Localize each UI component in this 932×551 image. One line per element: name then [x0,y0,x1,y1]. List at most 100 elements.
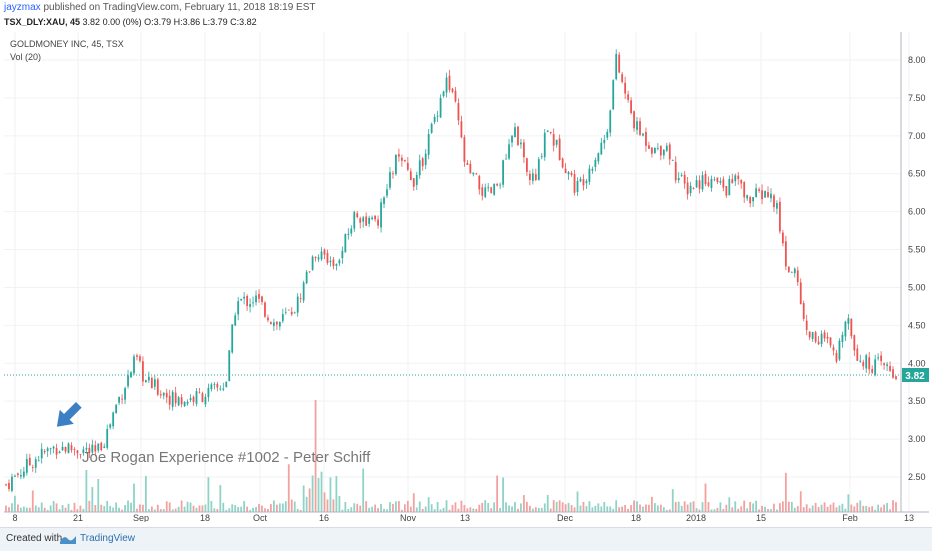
candle-body [287,309,290,311]
volume-bar [484,500,487,512]
candle-body [567,172,570,175]
volume-bar [258,504,260,512]
chart-area[interactable]: 8.00 7.50 7.00 6.50 6.00 5.50 5.00 4.50 4.00 3.50… [4,32,929,523]
candle-body [392,173,394,175]
candle-body [481,187,484,196]
volume-bar [653,503,656,512]
candle-body [671,160,674,161]
volume-bar [219,485,222,512]
volume-bar [460,500,463,512]
candle-body [329,260,332,263]
volume-bar [165,501,168,512]
candle-body [731,179,734,184]
volume-bar [409,506,412,512]
candle-body [121,398,123,400]
candle-body [34,459,37,468]
candle-body [424,153,427,165]
candle-body [793,268,796,274]
candle-body [73,449,76,450]
volume-bar [609,506,612,512]
candle-body [859,360,862,362]
legend-vol: Vol (20) [10,52,41,62]
candle-body [106,429,109,448]
candle-body [326,252,329,264]
volume-bar [895,502,897,512]
volume-bar [481,502,484,512]
candle-body [186,401,189,404]
candle-body [811,332,814,340]
volume-bar [439,509,442,512]
candle-body [648,145,650,149]
volume-bar [463,504,466,512]
volume-bar [329,477,332,512]
volume-bar [106,500,109,512]
volume-bar [103,506,106,512]
price-chart[interactable]: 8.00 7.50 7.00 6.50 6.00 5.50 5.00 4.50 4.00 3.50… [4,32,929,523]
candle-body [719,181,722,183]
volume-bar [725,504,728,512]
candle-body [341,250,344,259]
candle-body [704,173,707,185]
author-link[interactable]: jayzmax [4,2,41,13]
candle-body [103,446,106,448]
candle-body [820,333,823,345]
footer: Created with TradingView [0,527,932,551]
candle-body [862,362,865,367]
volume-bar [246,506,249,512]
candle-body [31,467,34,469]
candle-body [150,377,153,389]
volume-bar [659,504,662,512]
candle-body [561,158,564,168]
candle-body [147,376,150,381]
candle-body [398,154,400,157]
tradingview-logo-icon[interactable] [58,531,78,547]
candle-body [856,348,859,361]
volume-bar [838,505,841,512]
tradingview-brand[interactable]: TradingView [80,533,136,544]
volume-bar [243,501,246,512]
candle-body [332,259,335,266]
candle-body [94,445,97,452]
candle-body [153,379,156,387]
candle-body [61,446,64,451]
candle-body [130,372,132,378]
volume-bar [49,505,52,512]
x-tick-label: Oct [253,513,268,522]
candle-body [653,147,656,154]
candle-body [594,159,597,168]
candle-body [258,293,260,299]
candle-body [591,168,594,171]
volume-bar [17,504,19,512]
volume-bar [668,509,671,512]
volume-bar [11,503,13,512]
volume-bar [859,500,862,512]
volume-bar [600,506,603,512]
candle-body [442,91,445,97]
candle-body [844,321,847,337]
x-tick-label: 13 [904,513,914,522]
volume-bar [713,509,716,512]
volume-bar [567,502,570,512]
candle-body [133,356,135,374]
volume-bar [597,503,600,512]
candle-body [716,177,719,182]
volume-bar [511,506,513,512]
volume-bar [665,509,668,512]
volume-bar [22,506,25,512]
volume-bar [451,504,454,512]
candle-body [344,234,347,253]
volume-bar [14,495,16,512]
volume-bar [430,504,433,512]
volume-bar [67,503,70,512]
volume-bar [651,496,653,512]
candle-body [802,303,805,319]
candle-body [508,144,510,159]
volume-bar [594,505,597,512]
volume-bar [418,501,421,512]
candle-body [189,398,192,401]
candle-body [814,332,817,342]
volume-bar [549,508,552,512]
candle-body [237,301,240,315]
candle-body [79,454,82,455]
arrow-down-right-icon [56,402,82,427]
